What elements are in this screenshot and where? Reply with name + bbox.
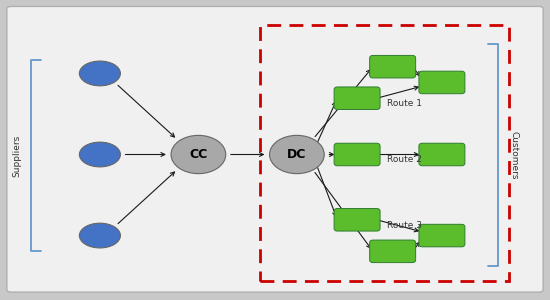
Ellipse shape — [79, 61, 120, 86]
FancyBboxPatch shape — [419, 224, 465, 247]
Text: Suppliers: Suppliers — [13, 134, 22, 177]
FancyBboxPatch shape — [334, 208, 380, 231]
Text: CC: CC — [189, 148, 207, 161]
FancyBboxPatch shape — [370, 56, 416, 78]
FancyBboxPatch shape — [7, 6, 543, 292]
Ellipse shape — [270, 135, 324, 174]
Text: Route 2: Route 2 — [387, 155, 422, 164]
FancyBboxPatch shape — [334, 87, 380, 110]
Text: Route 3: Route 3 — [387, 221, 422, 230]
Ellipse shape — [79, 142, 120, 167]
FancyBboxPatch shape — [370, 240, 416, 262]
Text: Route 1: Route 1 — [387, 99, 422, 108]
Text: DC: DC — [287, 148, 306, 161]
FancyBboxPatch shape — [334, 143, 380, 166]
Ellipse shape — [79, 223, 120, 248]
FancyBboxPatch shape — [419, 143, 465, 166]
FancyBboxPatch shape — [419, 71, 465, 94]
Ellipse shape — [171, 135, 226, 174]
Text: Customers: Customers — [509, 131, 518, 179]
